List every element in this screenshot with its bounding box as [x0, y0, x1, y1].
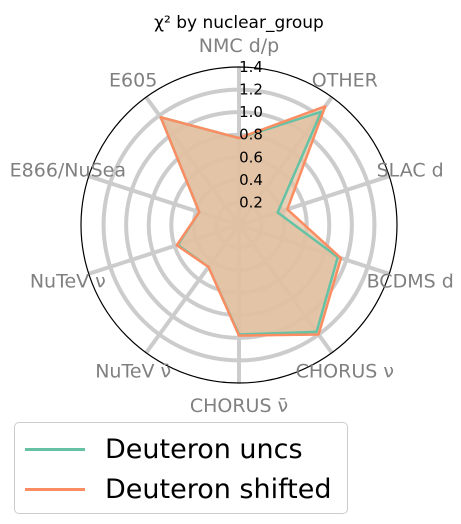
category-label: NuTeV ν	[30, 271, 106, 293]
legend-item-deuteron-uncs: Deuteron uncs	[25, 429, 303, 469]
radial-tick-label: 1.4	[239, 58, 263, 76]
series-fill-1	[160, 106, 341, 336]
radar-fill	[160, 106, 341, 336]
radial-tick-label: 0.6	[239, 148, 263, 166]
legend: Deuteron uncs Deuteron shifted	[14, 422, 348, 514]
category-label: CHORUS ν̄	[190, 395, 288, 417]
legend-swatch-deuteron-shifted	[25, 487, 85, 491]
category-label: NuTeV ν̄	[95, 361, 171, 383]
category-label: BCDMS d	[367, 271, 454, 293]
category-label: NMC d/p	[199, 35, 279, 57]
radar-series	[159, 105, 343, 337]
legend-label-deuteron-uncs: Deuteron uncs	[105, 433, 303, 465]
polar-frame	[80, 66, 398, 384]
category-label: OTHER	[312, 69, 378, 91]
chart-title: χ² by nuclear_group	[154, 13, 324, 33]
category-label: E605	[109, 69, 157, 91]
category-label: SLAC d	[377, 159, 444, 181]
radial-ticks: 0.2 0.4 0.6 0.8 1.0 1.2 1.4	[239, 58, 263, 211]
category-label: E866/NuSea	[10, 159, 126, 181]
series-line-deuteron-shifted	[159, 105, 343, 337]
category-label: CHORUS ν	[296, 361, 394, 383]
category-labels: NMC d/p OTHER SLAC d BCDMS d CHORUS ν CHORUS …	[10, 35, 454, 417]
radial-tick-label: 1.2	[239, 81, 263, 99]
radial-tick-label: 1.0	[239, 103, 263, 121]
radial-tick-label: 0.2	[239, 193, 263, 211]
radar-chart: χ² by nuclear_group 0.2 0.4 0.6 0.8 1.0 1.2 1.…	[10, 13, 454, 417]
radial-tick-label: 0.8	[239, 126, 263, 144]
radial-tick-label: 0.4	[239, 171, 263, 189]
legend-label-deuteron-shifted: Deuteron shifted	[105, 473, 332, 505]
legend-item-deuteron-shifted: Deuteron shifted	[25, 469, 331, 509]
legend-swatch-deuteron-uncs	[25, 447, 85, 451]
